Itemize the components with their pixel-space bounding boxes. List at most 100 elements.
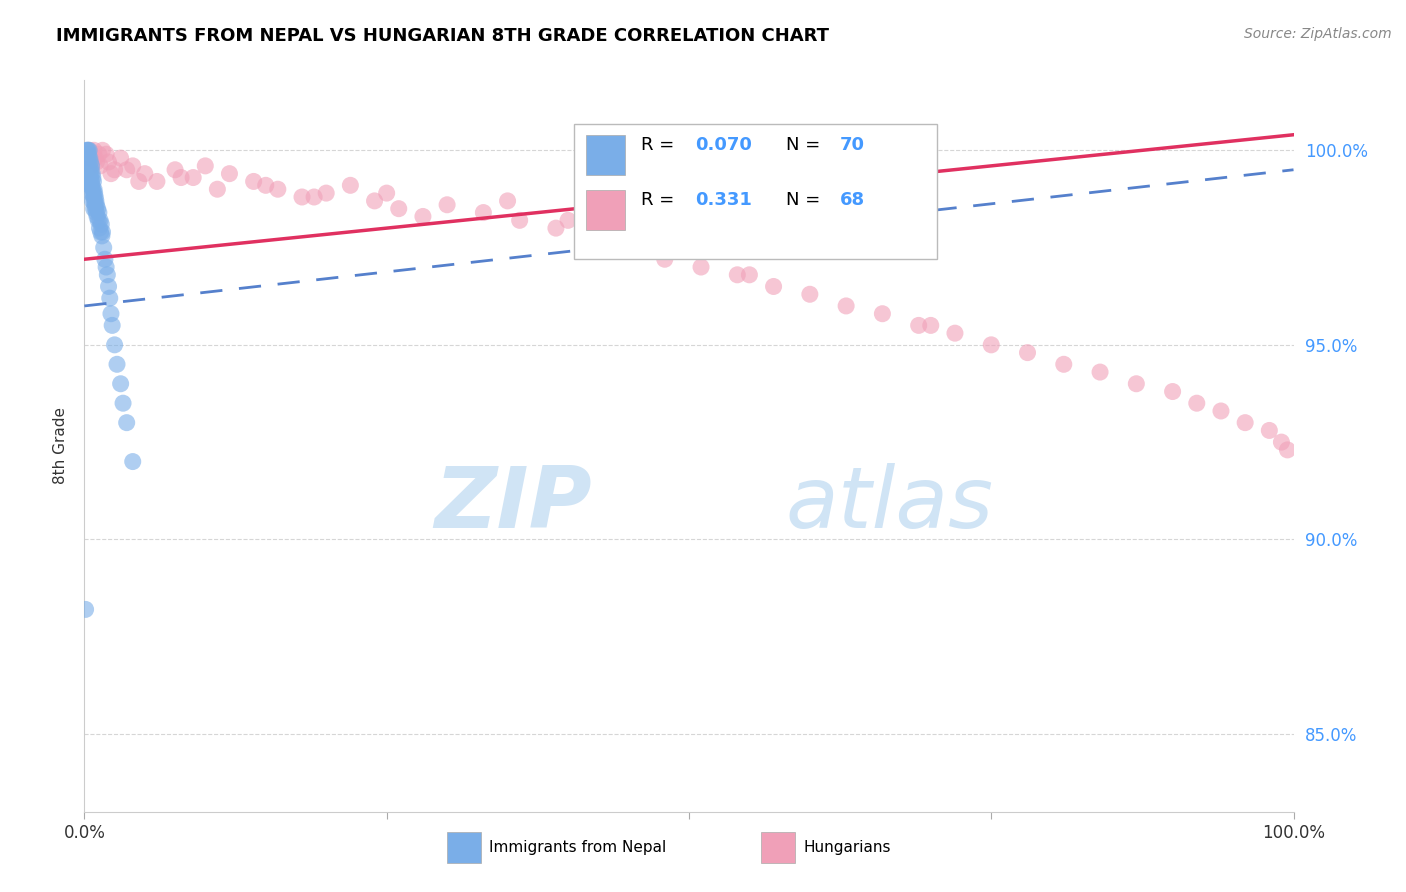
Point [690, 260, 713, 274]
Text: ZIP: ZIP [434, 463, 592, 546]
Text: R =: R = [641, 136, 673, 153]
Point [84, 202, 107, 216]
Point [98, 291, 121, 305]
Text: atlas: atlas [786, 463, 994, 546]
Point [943, 326, 966, 341]
Point [86, 202, 108, 216]
Text: 0.331: 0.331 [695, 191, 752, 209]
FancyBboxPatch shape [586, 190, 624, 230]
Point [77, 144, 100, 158]
Point [104, 338, 127, 352]
Point [128, 174, 150, 188]
Text: 70: 70 [841, 136, 865, 153]
Point [412, 210, 434, 224]
Point [472, 205, 495, 219]
Point [100, 167, 122, 181]
Point [76, 144, 98, 158]
FancyBboxPatch shape [762, 832, 796, 863]
Point [315, 186, 337, 200]
Point [363, 194, 385, 208]
Point [100, 307, 122, 321]
Point [1125, 376, 1147, 391]
Point [194, 159, 217, 173]
Point [82, 167, 104, 181]
Point [75, 151, 97, 165]
Point [79, 178, 101, 193]
Point [82, 182, 104, 196]
Point [1277, 442, 1299, 457]
Point [920, 318, 942, 333]
Point [872, 307, 894, 321]
Point [496, 194, 519, 208]
Point [77, 147, 100, 161]
Point [82, 186, 104, 200]
Point [86, 210, 108, 224]
Point [84, 194, 107, 208]
Point [77, 144, 100, 158]
Point [1258, 424, 1281, 438]
Point [115, 416, 138, 430]
Point [90, 228, 112, 243]
Point [89, 213, 111, 227]
Point [112, 396, 135, 410]
Point [79, 159, 101, 173]
Point [83, 202, 105, 216]
Point [654, 252, 676, 267]
Point [80, 178, 103, 193]
Point [242, 174, 264, 188]
Point [97, 155, 120, 169]
Text: N =: N = [786, 191, 820, 209]
Point [89, 159, 111, 173]
Point [82, 194, 104, 208]
Point [799, 287, 821, 301]
Point [75, 155, 97, 169]
Point [980, 338, 1002, 352]
Point [104, 162, 127, 177]
Point [94, 147, 117, 161]
Point [388, 202, 411, 216]
Point [87, 205, 110, 219]
Point [87, 147, 110, 161]
Point [97, 279, 120, 293]
Point [91, 225, 114, 239]
FancyBboxPatch shape [586, 135, 624, 176]
Point [1053, 357, 1076, 371]
Point [79, 151, 101, 165]
Point [76, 151, 98, 165]
Point [1185, 396, 1208, 410]
Text: R =: R = [641, 191, 673, 209]
Point [207, 182, 229, 196]
Point [84, 198, 107, 212]
Point [83, 190, 105, 204]
Point [82, 170, 104, 185]
Point [96, 268, 118, 282]
Point [1161, 384, 1184, 399]
Point [79, 151, 101, 165]
Point [80, 162, 103, 177]
Point [84, 205, 107, 219]
Point [617, 241, 640, 255]
Point [83, 144, 105, 158]
Point [181, 170, 204, 185]
Point [90, 217, 112, 231]
Point [1017, 345, 1039, 359]
Text: IMMIGRANTS FROM NEPAL VS HUNGARIAN 8TH GRADE CORRELATION CHART: IMMIGRANTS FROM NEPAL VS HUNGARIAN 8TH G… [56, 27, 830, 45]
Point [89, 221, 111, 235]
Point [218, 167, 240, 181]
Point [84, 151, 107, 165]
Point [1234, 416, 1257, 430]
Text: 68: 68 [841, 191, 865, 209]
Point [84, 190, 107, 204]
Point [94, 260, 117, 274]
Point [93, 241, 115, 255]
Point [581, 228, 603, 243]
Point [291, 190, 314, 204]
Point [76, 147, 98, 161]
Point [76, 155, 98, 169]
Point [762, 279, 785, 293]
Point [907, 318, 929, 333]
Point [267, 182, 290, 196]
Y-axis label: 8th Grade: 8th Grade [53, 408, 69, 484]
Point [75, 162, 97, 177]
Point [509, 213, 531, 227]
